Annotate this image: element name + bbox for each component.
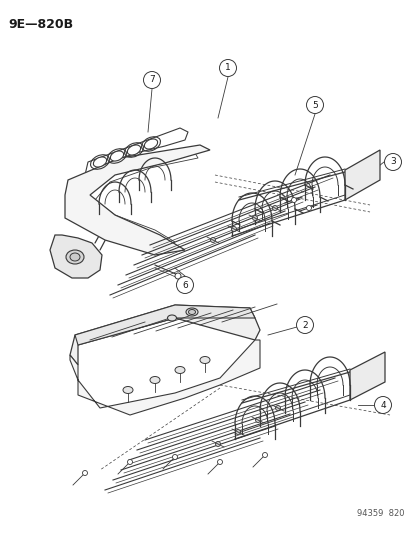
Circle shape xyxy=(175,273,180,279)
Circle shape xyxy=(215,441,220,447)
Circle shape xyxy=(275,406,280,410)
Text: 2: 2 xyxy=(301,320,307,329)
Circle shape xyxy=(217,459,222,464)
Text: 4: 4 xyxy=(379,400,385,409)
Ellipse shape xyxy=(188,310,195,314)
Circle shape xyxy=(252,215,257,221)
Polygon shape xyxy=(70,340,259,415)
Circle shape xyxy=(306,96,323,114)
Ellipse shape xyxy=(150,376,159,384)
Text: 1: 1 xyxy=(225,63,230,72)
Polygon shape xyxy=(70,305,259,365)
Ellipse shape xyxy=(144,139,157,149)
Circle shape xyxy=(291,198,296,203)
Circle shape xyxy=(82,471,87,475)
Polygon shape xyxy=(50,235,102,278)
Circle shape xyxy=(384,154,401,171)
Ellipse shape xyxy=(167,315,176,321)
Text: 5: 5 xyxy=(311,101,317,109)
Ellipse shape xyxy=(199,357,209,364)
Circle shape xyxy=(262,453,267,457)
Ellipse shape xyxy=(70,253,80,261)
Circle shape xyxy=(172,455,177,459)
Circle shape xyxy=(272,206,277,211)
Polygon shape xyxy=(344,150,379,200)
Ellipse shape xyxy=(127,145,140,155)
Polygon shape xyxy=(349,352,384,400)
Text: 9E—820B: 9E—820B xyxy=(8,18,73,31)
Polygon shape xyxy=(65,145,209,255)
Polygon shape xyxy=(75,305,254,345)
Ellipse shape xyxy=(66,250,84,264)
Circle shape xyxy=(306,206,311,211)
Ellipse shape xyxy=(185,308,197,316)
Circle shape xyxy=(255,417,260,423)
Circle shape xyxy=(235,430,240,434)
Ellipse shape xyxy=(175,367,185,374)
Text: 94359  820: 94359 820 xyxy=(357,509,404,518)
Circle shape xyxy=(127,459,132,464)
Text: 6: 6 xyxy=(182,280,188,289)
Ellipse shape xyxy=(93,157,107,167)
Text: 7: 7 xyxy=(149,76,154,85)
Circle shape xyxy=(143,71,160,88)
Circle shape xyxy=(374,397,391,414)
Ellipse shape xyxy=(110,151,123,161)
Ellipse shape xyxy=(123,386,133,393)
Circle shape xyxy=(176,277,193,294)
Circle shape xyxy=(219,60,236,77)
Circle shape xyxy=(231,227,236,231)
Text: 3: 3 xyxy=(389,157,395,166)
Circle shape xyxy=(210,238,215,243)
Circle shape xyxy=(296,317,313,334)
